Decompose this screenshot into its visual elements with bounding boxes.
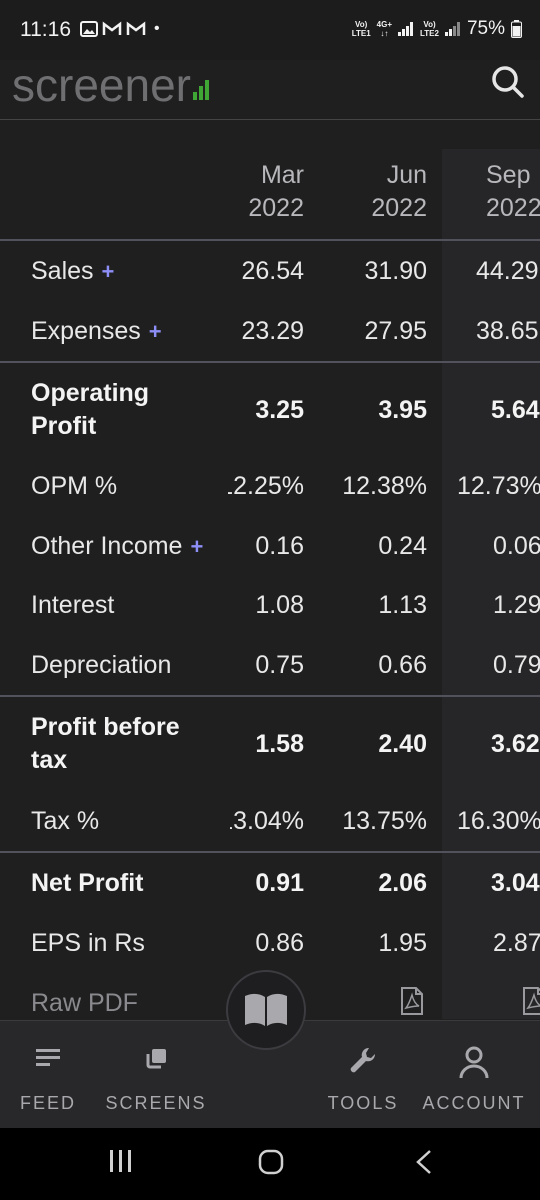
table-header-row: Mar 2022 Jun 2022 Sep 2022 bbox=[0, 149, 540, 241]
table-cell: 1.08 bbox=[255, 591, 304, 619]
table-cell: 13.04% bbox=[230, 807, 304, 835]
table-cell: 12.38% bbox=[342, 472, 427, 500]
system-navigation-bar bbox=[0, 1128, 540, 1200]
logo-text: screener bbox=[12, 59, 191, 111]
volte1-indicator: Vo) LTE1 bbox=[351, 20, 371, 38]
battery-icon bbox=[511, 20, 522, 38]
screener-logo[interactable]: screener bbox=[12, 60, 209, 108]
row-divider bbox=[0, 361, 540, 363]
column-header: Mar 2022 bbox=[248, 161, 304, 222]
app-header: screener bbox=[0, 60, 540, 120]
quarterly-results-table[interactable]: Mar 2022 Jun 2022 Sep 2022 Sales + 26.54 31.… bbox=[0, 121, 540, 1019]
table-cell: 0.24 bbox=[378, 532, 427, 560]
table-cell: 3.95 bbox=[378, 396, 427, 424]
pdf-icon[interactable] bbox=[522, 987, 540, 1015]
row-label: Tax % bbox=[31, 807, 100, 835]
nav-account-label: ACCOUNT bbox=[422, 1093, 526, 1113]
row-label: EPS in Rs bbox=[31, 929, 145, 957]
gallery-icon bbox=[80, 21, 98, 37]
home-icon[interactable] bbox=[258, 1148, 286, 1176]
table-cell: 3.62 bbox=[491, 730, 540, 758]
nav-screens[interactable]: SCREENS bbox=[100, 1021, 212, 1129]
nav-feed[interactable]: FEED bbox=[10, 1021, 86, 1129]
row-label: Raw PDF bbox=[31, 989, 138, 1017]
table-cell: 5.64 bbox=[491, 396, 540, 424]
table-cell: 0.75 bbox=[255, 651, 304, 679]
feed-icon bbox=[36, 1049, 60, 1066]
row-label[interactable]: Other Income + bbox=[31, 532, 204, 560]
search-icon[interactable] bbox=[488, 62, 528, 102]
table-cell: 1.58 bbox=[255, 730, 304, 758]
screens-icon bbox=[146, 1049, 166, 1069]
table-cell: 12.73% bbox=[457, 472, 540, 500]
row-label: Net Profit bbox=[31, 869, 144, 897]
nav-screens-label: SCREENS bbox=[105, 1093, 207, 1113]
nav-tools[interactable]: TOOLS bbox=[318, 1021, 408, 1129]
highlighted-column bbox=[442, 149, 540, 1019]
table-cell: 0.91 bbox=[255, 869, 304, 897]
docs-fab-button[interactable] bbox=[226, 970, 306, 1050]
signal-icon bbox=[398, 22, 413, 36]
gmail-icon bbox=[126, 21, 146, 35]
table-cell: 31.90 bbox=[364, 257, 427, 285]
status-notification-icons: • bbox=[80, 20, 160, 38]
row-divider bbox=[0, 695, 540, 697]
nav-tools-label: TOOLS bbox=[327, 1093, 399, 1113]
table-cell: 16.30% bbox=[457, 807, 540, 835]
person-icon bbox=[459, 1046, 489, 1079]
status-time: 11:16 bbox=[20, 18, 71, 41]
expand-plus-icon[interactable]: + bbox=[190, 534, 204, 559]
row-label[interactable]: Sales + bbox=[31, 257, 115, 285]
table-cell: 38.65 bbox=[476, 317, 539, 345]
table-cell: 0.16 bbox=[255, 532, 304, 560]
table-cell: 0.66 bbox=[378, 651, 427, 679]
logo-bars-icon bbox=[192, 80, 209, 100]
row-label: Depreciation bbox=[31, 651, 172, 679]
nav-account[interactable]: ACCOUNT bbox=[416, 1021, 532, 1129]
table-cell: 27.95 bbox=[364, 317, 427, 345]
table-cell: 26.54 bbox=[241, 257, 304, 285]
header-divider bbox=[0, 239, 540, 241]
wrench-icon bbox=[350, 1047, 376, 1073]
table-cell: 2.40 bbox=[378, 730, 427, 758]
table-cell: 2.06 bbox=[378, 869, 427, 897]
row-label: Interest bbox=[31, 591, 115, 619]
table-cell: 3.25 bbox=[255, 396, 304, 424]
table-cell: 0.79 bbox=[493, 651, 540, 679]
table-cell: 44.29 bbox=[476, 257, 539, 285]
pdf-icon[interactable] bbox=[400, 987, 424, 1015]
table-cell: 1.95 bbox=[378, 929, 427, 957]
row-divider bbox=[0, 851, 540, 853]
expand-plus-icon[interactable]: + bbox=[101, 259, 115, 284]
table-cell: 1.29 bbox=[493, 591, 540, 619]
nav-feed-label: FEED bbox=[19, 1093, 76, 1113]
row-label: Operating Profit bbox=[31, 379, 150, 440]
table-cell: 1.13 bbox=[378, 591, 427, 619]
notification-dot: • bbox=[154, 20, 160, 37]
table-cell: 12.25% bbox=[228, 472, 304, 500]
expand-plus-icon[interactable]: + bbox=[148, 319, 162, 344]
table-cell: 0.86 bbox=[255, 929, 304, 957]
battery-percent: 75% bbox=[466, 18, 505, 39]
volte2-indicator: Vo) LTE2 bbox=[420, 20, 439, 38]
4g-indicator: 4G+ ↓↑ bbox=[376, 20, 392, 38]
row-label: Profit before tax bbox=[31, 713, 180, 774]
table-cell: 0.06 bbox=[493, 532, 540, 560]
gmail-icon bbox=[102, 21, 122, 35]
signal-icon bbox=[444, 22, 460, 36]
status-system-icons: Vo) LTE1 4G+ ↓↑ Vo) LTE2 75% bbox=[352, 18, 522, 40]
recents-icon[interactable] bbox=[108, 1148, 134, 1174]
column-header: Sep 2022 bbox=[486, 161, 540, 222]
table-cell: 23.29 bbox=[241, 317, 304, 345]
row-label: OPM % bbox=[31, 472, 118, 500]
back-icon[interactable] bbox=[412, 1148, 436, 1176]
status-bar: 11:16 • Vo) LTE1 4G+ ↓↑ Vo) LTE2 75% bbox=[0, 0, 540, 60]
column-header: Jun 2022 bbox=[371, 161, 427, 222]
table-cell: 13.75% bbox=[342, 807, 427, 835]
row-label[interactable]: Expenses + bbox=[31, 317, 162, 345]
book-icon bbox=[245, 993, 287, 1026]
table-cell: 2.87 bbox=[493, 929, 540, 957]
table-cell: 3.04 bbox=[491, 869, 540, 897]
